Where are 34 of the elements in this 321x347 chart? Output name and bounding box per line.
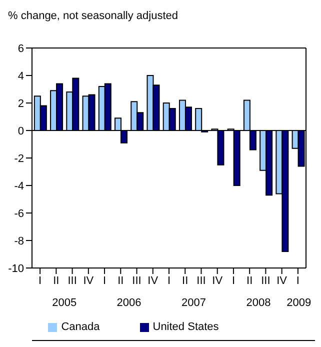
x-tick-label: II	[246, 274, 253, 287]
y-axis-title: % change, not seasonally adjusted	[8, 10, 178, 22]
y-tick-label: -6	[14, 208, 24, 220]
x-tick-label: I	[167, 274, 171, 287]
y-tick-label: 4	[18, 70, 24, 82]
y-tick-label: -10	[8, 262, 24, 275]
x-tick-label: IV	[148, 274, 159, 287]
x-tick-label: II	[53, 274, 60, 287]
text: 2008	[246, 297, 271, 309]
x-tick-label: I	[232, 274, 235, 287]
x-tick-label: III	[68, 274, 77, 287]
y-tick-label: -2	[14, 152, 24, 165]
text: 2007	[182, 297, 206, 309]
y-tick-label: -8	[14, 235, 24, 248]
x-tick-label: I	[103, 274, 106, 287]
y-tick-label: 6	[18, 42, 24, 55]
y-tick-label: 2	[18, 98, 24, 110]
x-tick-label: I	[38, 274, 42, 287]
x-tick-label: IV	[83, 274, 94, 287]
x-tick-label: IV	[212, 274, 224, 287]
legend-label: United States	[152, 321, 219, 333]
x-tick-label: IV	[276, 274, 288, 287]
text: 2005	[52, 297, 77, 309]
x-tick-label: II	[182, 274, 188, 287]
x-tick-label: II	[118, 274, 124, 287]
y-tick-label: -4	[14, 180, 24, 192]
x-tick-label: I	[296, 274, 300, 287]
y-tick-label: 0	[18, 125, 24, 138]
text: 2009	[286, 297, 312, 309]
x-tick-label: III	[132, 274, 142, 287]
x-tick-label: III	[196, 274, 206, 287]
legend-label: Canada	[61, 321, 100, 333]
x-tick-label: III	[261, 274, 270, 287]
text: 2006	[116, 297, 142, 309]
